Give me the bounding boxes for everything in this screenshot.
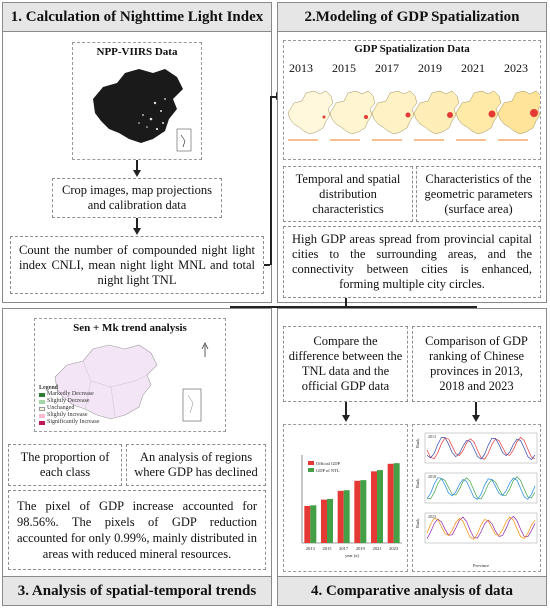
arrow-head-4a [342, 415, 350, 422]
bar-ntl-2017 [343, 490, 350, 543]
legend-swatch-1 [39, 400, 45, 404]
bar-tick-2019: 2019 [356, 546, 366, 551]
bar-ntl-2023 [393, 463, 400, 543]
sen-mk-image: Sen + Mk trend analysis Legend Markedly … [34, 318, 226, 432]
arrow-head-1a [133, 170, 141, 177]
bar-legend-label-1: GDP of NTL [316, 468, 340, 473]
year-label-2023: 2023 [504, 61, 528, 75]
legend-swatch-4 [39, 421, 45, 425]
panel-3-title: 3. Analysis of spatial-temporal trends [2, 576, 272, 606]
box-compare-tnl: Compare the difference between the TNL d… [283, 326, 408, 402]
legend-label-0: Markedly Decrease [47, 391, 94, 397]
legend-label-2: Unchanged [47, 405, 75, 411]
connector-p1-p2-h2 [270, 96, 277, 98]
rank-year-0: 2013 [428, 434, 436, 439]
legend-swatch-3 [39, 414, 45, 418]
legend-label-3: Slightly Increase [47, 412, 88, 418]
gdp-bar-chart: 2013 2015 2017 2019 2021 2023 year (a) Official… [283, 424, 408, 572]
arrow-head-4b [472, 415, 480, 422]
bar-tick-2015: 2015 [323, 546, 333, 551]
legend-title: Legend [39, 385, 59, 391]
box-high-gdp-areas: High GDP areas spread from provincial ca… [283, 226, 541, 298]
rank-panel-2 [424, 512, 538, 544]
rank-line-charts-svg: Rank 2013 Rank 2018 Rank 2023 Province [415, 432, 538, 568]
bar-x-label: year (a) [345, 553, 359, 558]
rank-y-label-0: Rank [415, 438, 420, 448]
bar-ntl-2015 [327, 499, 333, 543]
arrow-line-1a [136, 160, 138, 170]
panel-4-title: 4. Comparative analysis of data [277, 576, 547, 606]
bar-ntl-2019 [360, 480, 367, 543]
bar-official-2017 [337, 490, 344, 543]
box-gdp-decline: An analysis of regions where GDP has dec… [126, 444, 266, 486]
connector-p1-p2-h1 [264, 264, 270, 266]
box-compare-ranking: Comparison of GDP ranking of Chinese pro… [412, 326, 541, 402]
connector-p2-to-p3 [230, 306, 345, 308]
bar-tick-2017: 2017 [339, 546, 349, 551]
bar-ntl-2013 [310, 505, 317, 543]
box-count-indices: Count the number of compounded night lig… [10, 236, 264, 294]
bar-official-2019 [354, 480, 361, 543]
trend-legend: Legend Markedly Decrease Slightly Decrea… [39, 385, 109, 429]
rank-line-charts: Rank 2013 Rank 2018 Rank 2023 Province [412, 424, 541, 572]
year-label-2019: 2019 [418, 61, 442, 75]
bar-legend-swatch-1 [308, 468, 314, 472]
bar-legend-swatch-0 [308, 461, 314, 465]
panel-1-title: 1. Calculation of Nighttime Light Index [2, 2, 272, 32]
rank-y-label-1: Rank [415, 478, 420, 488]
box-pixel-stats: The pixel of GDP increase accounted for … [8, 490, 266, 570]
china-night-map [93, 69, 192, 152]
rank-line-0-1 [426, 437, 536, 461]
rank-panel-0 [424, 432, 538, 464]
sen-mk-map [54, 342, 209, 422]
gdp-maps-strip [287, 90, 540, 141]
rank-year-1: 2018 [428, 474, 436, 479]
npp-viirs-title: NPP-VIIRS Data [96, 46, 178, 58]
gdp-image-title: GDP Spatialization Data [354, 43, 470, 55]
year-label-2017: 2017 [375, 61, 399, 75]
legend-label-4: Significantly Increase [47, 419, 100, 425]
panel-2-title: 2.Modeling of GDP Spatialization [277, 2, 547, 32]
box-crop-images: Crop images, map projections and calibra… [52, 178, 222, 218]
year-label-2013: 2013 [289, 61, 313, 75]
bar-official-2021 [371, 471, 377, 543]
arrow-line-4a [345, 402, 347, 416]
connector-p1-p2-v [270, 96, 272, 265]
legend-swatch-0 [39, 393, 45, 397]
bar-official-2013 [304, 505, 311, 543]
rank-year-2: 2023 [428, 514, 436, 519]
rank-line-1-0 [426, 476, 536, 500]
arrow-line-4b [475, 402, 477, 416]
connector-p2-to-p4 [345, 306, 475, 308]
rank-line-2-1 [426, 516, 536, 540]
legend-label-1: Slightly Decrease [47, 398, 90, 404]
bar-legend-label-0: Official GDP [316, 461, 341, 466]
rank-line-2-0 [426, 515, 536, 539]
rank-y-label-2: Rank [415, 518, 420, 528]
box-temporal-spatial: Temporal and spatial distribution charac… [283, 166, 413, 222]
year-label-2015: 2015 [332, 61, 356, 75]
gdp-spatialization-image: GDP Spatialization Data 2013 2015 2017 2… [283, 40, 541, 160]
bar-tick-2021: 2021 [373, 546, 382, 551]
bar-ntl-2021 [377, 470, 383, 543]
sen-mk-title: Sen + Mk trend analysis [73, 322, 187, 334]
rank-line-1-1 [426, 477, 536, 500]
box-geometric-parameters: Characteristics of the geometric paramet… [416, 166, 541, 222]
npp-viirs-image: NPP-VIIRS Data [72, 42, 202, 160]
arrow-line-1b [136, 218, 138, 228]
bar-chart-svg: 2013 2015 2017 2019 2021 2023 year (a) Official… [301, 455, 402, 558]
legend-swatch-2 [39, 407, 45, 411]
bar-official-2015 [321, 499, 327, 543]
arrow-head-1b [133, 228, 141, 235]
bar-tick-2023: 2023 [389, 546, 399, 551]
bar-tick-2013: 2013 [306, 546, 316, 551]
rank-x-label: Province [473, 563, 489, 568]
box-class-proportion: The proportion of each class [8, 444, 122, 486]
year-label-2021: 2021 [461, 61, 485, 75]
bar-official-2023 [387, 463, 394, 543]
